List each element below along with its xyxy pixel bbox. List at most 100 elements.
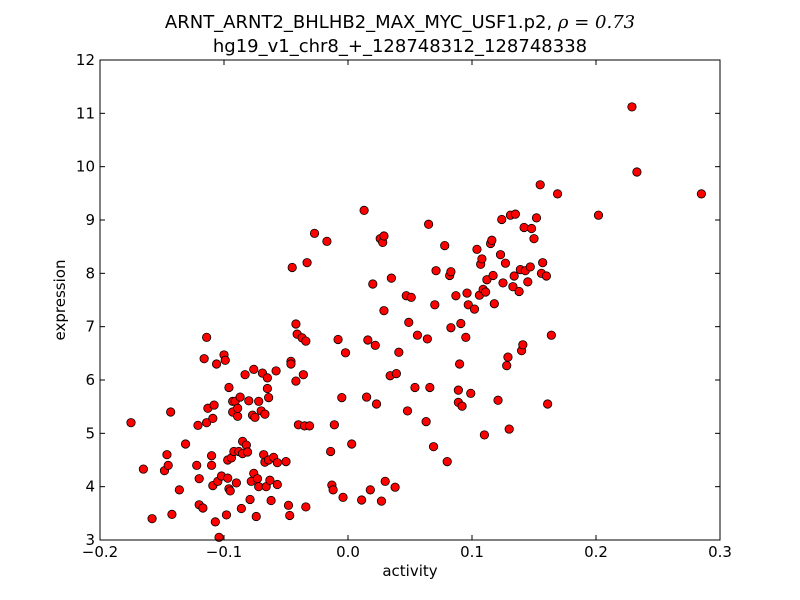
scatter-point [487,235,497,245]
scatter-point [242,447,253,457]
scatter-point [326,446,336,457]
scatter-point [147,514,157,524]
y-tick-label: 6 [85,371,95,389]
scatter-point [529,234,539,244]
scatter-point [454,359,465,369]
scatter-point [370,340,380,350]
scatter-point [525,262,535,272]
scatter-point [285,510,295,521]
scatter-point [509,271,519,281]
scatter-point [340,348,351,358]
scatter-point [359,205,369,215]
scatter-point [466,388,476,398]
scatter-point [221,510,232,520]
scatter-point [497,214,507,225]
scatter-point [461,332,471,342]
scatter-point [254,396,264,406]
scatter-point [322,236,332,246]
scatter-point [163,460,173,470]
scatter-point [696,189,707,199]
scatter-point [541,271,552,281]
scatter-point [199,354,209,364]
scatter-point [198,503,208,513]
y-tick-label: 12 [76,51,95,69]
scatter-point [380,476,390,486]
scatter-point [126,418,136,428]
scatter-point [481,287,491,297]
scatter-point [347,439,357,449]
chart-title-line1: ARNT_ARNT2_BHLHB2_MAX_MYC_USF1.p2, ρ = 0… [0,12,800,33]
chart-title-rho: ρ = 0.73 [557,12,636,33]
scatter-point [363,335,373,345]
scatter-point [446,267,456,277]
x-tick-label: 0.3 [708,543,732,561]
scatter-point [425,382,435,393]
scatter-point [231,478,241,488]
y-tick-label: 3 [85,531,95,549]
scatter-point [477,254,487,264]
scatter-point [291,376,301,386]
scatter-point [538,258,548,268]
scatter-point [252,474,263,484]
scatter-point [523,277,533,287]
scatter-point [593,210,604,220]
scatter-point [535,180,545,190]
scatter-point [371,399,382,409]
scatter-point [503,352,513,362]
scatter-point [301,502,311,512]
y-tick-label: 7 [85,318,95,336]
scatter-point [431,266,441,276]
scatter-point [244,396,254,406]
scatter-point [632,167,642,177]
scatter-point [453,385,463,395]
scatter-point [236,503,246,514]
scatter-point [422,334,432,344]
scatter-point [264,392,274,403]
scatter-point [265,475,275,485]
y-tick-label: 4 [85,478,95,496]
scatter-point [482,275,492,285]
scatter-point [291,319,301,329]
scatter-point [162,450,172,460]
scatter-point [357,495,367,505]
scatter-point [627,102,637,112]
scatter-point [442,456,452,467]
scatter-point [309,228,320,238]
scatter-point [502,360,512,371]
scatter-point [518,340,528,350]
y-axis-label: expression [51,259,69,341]
scatter-point [463,300,473,310]
scatter-point [286,359,296,369]
scatter-point [262,373,272,383]
scatter-point [194,474,204,484]
scatter-point [469,304,480,314]
scatter-point [423,219,434,229]
scatter-point [209,400,219,410]
scatter-point [404,317,414,327]
scatter-point [208,413,218,423]
scatter-point [519,222,529,233]
scatter-point [328,485,338,495]
y-tick-label: 8 [85,264,95,282]
scatter-point [493,395,503,405]
scatter-point [233,411,243,421]
scatter-point [365,485,375,495]
scatter-point [391,368,401,379]
scatter-point [394,347,404,357]
scatter-point [272,458,282,468]
scatter-point [281,456,291,467]
scatter-point [543,399,553,409]
scatter-point [304,421,315,431]
y-tick-label: 10 [76,158,95,176]
scatter-point [271,366,281,376]
scatter-point [240,370,250,380]
scatter-point [488,270,498,281]
scatter-point [462,288,472,298]
scatter-point [510,209,521,219]
x-tick-label: 0.0 [336,543,360,561]
scatter-point [193,420,203,430]
y-tick-label: 11 [76,104,95,122]
scatter-point [412,330,423,340]
scatter-point [386,273,396,283]
